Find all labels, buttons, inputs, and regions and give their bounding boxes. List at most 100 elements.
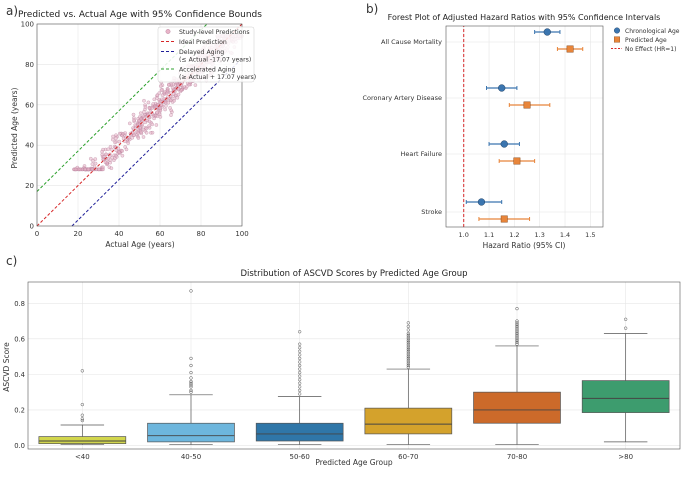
outlier-point — [515, 331, 519, 336]
category-label: Stroke — [421, 208, 442, 216]
panel-b-legend: Chronological Age Predicted Age No Effect … — [611, 27, 680, 53]
outlier-point — [80, 402, 84, 407]
scatter-point — [138, 111, 143, 115]
outlier-point — [515, 333, 519, 337]
scatter-point — [93, 157, 98, 161]
scatter-point — [132, 118, 136, 122]
outlier-point — [189, 385, 193, 389]
estimate-point — [500, 140, 508, 148]
reference-line — [71, 58, 243, 227]
scatter-point — [120, 149, 124, 153]
outlier-point — [406, 362, 410, 366]
panel-b-label: b) — [366, 2, 378, 16]
outlier-point — [406, 365, 410, 369]
scatter-point — [139, 130, 143, 134]
legend-label: Accelerated Aging — [179, 67, 236, 74]
outlier-point — [406, 340, 410, 345]
scatter-point — [163, 107, 167, 112]
outlier-point — [406, 349, 410, 353]
x-tick-label: 1.5 — [585, 231, 595, 239]
box — [147, 422, 235, 443]
outlier-point — [406, 347, 410, 352]
scatter-point — [100, 152, 104, 157]
outlier-point — [298, 330, 302, 334]
x-tick-label: 60 — [156, 230, 165, 238]
box — [38, 436, 127, 445]
outlier-point — [298, 356, 302, 361]
scatter-point — [123, 131, 127, 135]
outlier-point — [189, 379, 193, 384]
scatter-point — [151, 102, 155, 106]
scatter-point — [150, 122, 154, 127]
outlier-point — [298, 342, 302, 346]
x-tick-label: 1.1 — [484, 231, 494, 239]
outlier-point — [406, 338, 410, 343]
scatter-point — [121, 136, 126, 141]
outlier-point — [515, 335, 519, 339]
scatter-point — [144, 131, 149, 135]
scatter-point — [113, 140, 117, 145]
outlier-point — [298, 381, 302, 385]
outlier-point — [298, 385, 302, 389]
panel-a-label: a) — [6, 4, 18, 18]
scatter-point — [145, 118, 149, 123]
outlier-point — [515, 328, 519, 332]
legend-box — [157, 26, 255, 83]
scatter-point — [160, 99, 165, 104]
outlier-point — [298, 346, 302, 350]
scatter-point — [128, 121, 132, 126]
legend-label-line2: (≤ Actual -17.07 years) — [179, 57, 251, 64]
box — [255, 422, 344, 442]
outlier-point — [515, 330, 519, 334]
x-tick-label: >80 — [618, 453, 633, 461]
outlier-point — [515, 340, 519, 345]
scatter-point — [155, 93, 160, 97]
scatter-point — [152, 116, 156, 121]
legend-marker — [614, 36, 621, 43]
scatter-point — [117, 139, 122, 144]
x-tick-label: 60-70 — [398, 453, 418, 461]
panel-a-xlabel: Actual Age (years) — [105, 240, 174, 249]
outlier-point — [80, 418, 84, 423]
outlier-point — [406, 360, 410, 364]
outlier-point — [515, 319, 519, 323]
scatter-point — [172, 98, 176, 103]
estimate-point — [543, 28, 551, 36]
box — [581, 380, 670, 413]
outlier-point — [298, 360, 302, 364]
scatter-point — [110, 155, 114, 160]
x-tick-label: 70-80 — [507, 453, 527, 461]
scatter-point — [73, 167, 78, 172]
outlier-point — [515, 322, 519, 327]
panel-a-legend: Study-level Predictions Ideal Prediction D… — [157, 26, 256, 83]
scatter-point — [127, 135, 132, 140]
scatter-point — [164, 104, 168, 108]
estimate-point — [498, 84, 506, 92]
scatter-point — [104, 152, 108, 157]
outlier-point — [298, 374, 302, 378]
panel-c-label: c) — [6, 254, 17, 268]
scatter-point — [89, 156, 93, 161]
outlier-point — [189, 381, 193, 385]
scatter-point — [114, 133, 118, 137]
scatter-point — [176, 92, 181, 97]
scatter-point — [83, 167, 87, 172]
legend-label: Delayed Aging — [179, 49, 224, 56]
panel-a-ylabel: Predicted Age (years) — [10, 87, 19, 168]
outlier-point — [406, 331, 410, 336]
legend-label-line2: (≥ Actual + 17.07 years) — [179, 74, 256, 81]
scatter-point — [97, 167, 101, 172]
scatter-point — [133, 123, 137, 127]
x-tick-label: 1.3 — [535, 231, 545, 239]
scatter-point — [169, 113, 173, 117]
scatter-point — [141, 114, 146, 118]
outlier-point — [298, 378, 302, 382]
scatter-point — [157, 112, 162, 116]
category-label: Heart Failure — [400, 150, 442, 158]
legend-label: Ideal Prediction — [179, 39, 227, 46]
outlier-point — [189, 388, 193, 393]
outlier-point — [406, 335, 410, 339]
scatter-point — [169, 108, 173, 113]
legend-label: Chronological Age — [625, 28, 680, 35]
scatter-point — [144, 126, 149, 131]
